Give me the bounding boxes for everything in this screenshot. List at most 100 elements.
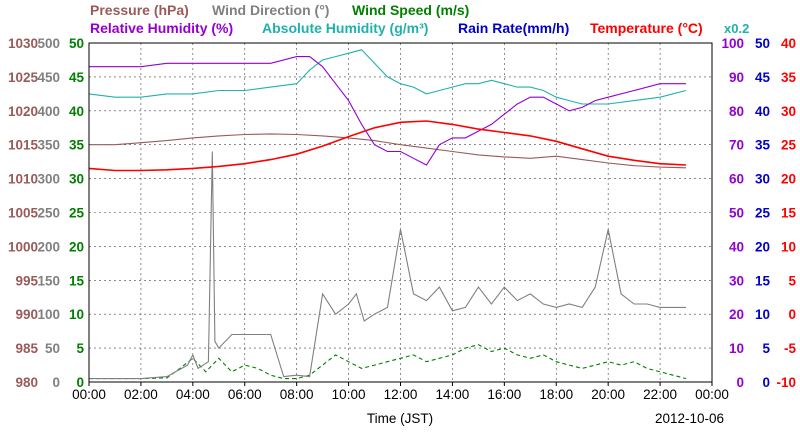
y-tick-label-wind-direction: 350 [37,138,60,153]
y-tick-label-wind-speed: 5 [76,341,84,356]
grid [89,43,712,382]
x-tick-label: 16:00 [487,387,521,402]
x-axis: 00:00 02:00 04:00 06:00 08:00 10:00 12:00 14:00… [72,382,729,402]
legend: Pressure (hPa) Wind Direction (°) Wind S… [90,2,749,36]
x-tick-label: 02:00 [124,387,158,402]
series-line-absolute-humidity-g-m [88,49,687,105]
legend-relative-humidity: Relative Humidity (%) [90,20,233,36]
y-tick-label-temperature: 5 [788,273,796,288]
y-tick-label-rain-rate: 15 [755,273,771,288]
y-tick-label-rain-rate: 0 [762,375,770,390]
x-axis-label: Time (JST) [367,411,433,426]
series-line-relative-humidity [89,56,686,166]
y-axes: 9809859909951000100510101015102010251030… [8,36,797,390]
y-tick-label-humidity: 90 [729,70,744,85]
y-tick-label-pressure: 1010 [8,172,38,187]
y-tick-label-wind-direction: 500 [37,36,60,51]
y-tick-label-rain-rate: 5 [762,341,770,356]
y-tick-label-wind-direction: 100 [37,307,60,322]
y-tick-label-temperature: 35 [781,70,797,85]
y-tick-label-wind-direction: 400 [37,104,60,119]
y-tick-label-wind-direction: 50 [45,341,60,356]
y-tick-label-humidity: 100 [721,36,744,51]
y-tick-label-temperature: -10 [776,375,796,390]
y-tick-label-pressure: 1025 [8,70,39,85]
y-tick-label-pressure: 1005 [8,206,39,221]
x-tick-label: 00:00 [72,387,106,402]
y-tick-label-wind-direction: 250 [37,206,60,221]
y-tick-label-wind-speed: 15 [69,273,85,288]
y-tick-label-humidity: 30 [729,273,744,288]
x-tick-label: 12:00 [384,387,418,402]
y-tick-label-humidity: 80 [729,104,744,119]
legend-temperature: Temperature (°C) [590,20,703,36]
y-tick-label-rain-rate: 45 [755,70,771,85]
y-tick-label-pressure: 990 [15,307,38,322]
y-tick-label-rain-rate: 35 [755,138,771,153]
series-line-wind-speed-m-s [89,344,687,380]
y-tick-label-humidity: 70 [729,138,744,153]
x-tick-label: 14:00 [436,387,470,402]
x-tick-label: 22:00 [643,387,677,402]
legend-pressure: Pressure (hPa) [90,2,189,18]
y-tick-label-wind-direction: 150 [37,273,60,288]
y-tick-label-humidity: 20 [729,307,744,322]
y-tick-label-wind-speed: 10 [69,307,84,322]
y-tick-label-rain-rate: 10 [755,307,770,322]
x-tick-label: 18:00 [539,387,573,402]
y-tick-label-temperature: 25 [781,138,797,153]
y-tick-label-wind-speed: 50 [69,36,84,51]
y-tick-label-rain-rate: 25 [755,206,771,221]
y-tick-label-wind-speed: 0 [76,375,84,390]
legend-absolute-humidity: Absolute Humidity (g/m³) [262,20,428,36]
y-tick-label-wind-speed: 35 [69,138,85,153]
y-tick-label-temperature: 40 [781,36,796,51]
y-tick-label-wind-speed: 40 [69,104,84,119]
series-line-pressure-hpa [89,133,687,169]
y-tick-label-wind-speed: 30 [69,172,84,187]
y-tick-label-pressure: 980 [15,375,38,390]
y-tick-label-rain-rate: 30 [755,172,770,187]
y-tick-label-wind-speed: 20 [69,239,84,254]
y-tick-label-pressure: 1020 [8,104,38,119]
y-tick-label-rain-rate: 50 [755,36,770,51]
y-tick-label-rain-rate: 20 [755,239,770,254]
y-tick-label-temperature: 0 [788,307,796,322]
y-tick-label-wind-direction: 300 [37,172,60,187]
y-tick-label-pressure: 1030 [8,36,38,51]
y-tick-label-temperature: 15 [781,206,797,221]
x-tick-label: 00:00 [695,387,729,402]
legend-rain-rate: Rain Rate(mm/h) [458,20,569,36]
y-tick-label-humidity: 10 [729,341,744,356]
y-tick-label-humidity: 50 [729,206,744,221]
series-layer [88,49,687,383]
y-tick-label-rain-rate: 40 [755,104,770,119]
legend-scale-note: x0.2 [724,21,749,36]
y-tick-label-wind-speed: 45 [69,70,85,85]
y-tick-label-pressure: 1015 [8,138,39,153]
y-tick-label-temperature: 10 [781,239,796,254]
x-tick-label: 08:00 [280,387,314,402]
y-tick-label-wind-direction: 200 [37,239,60,254]
y-tick-label-temperature: 20 [781,172,796,187]
series-line-temperature-c [88,120,687,172]
y-tick-label-wind-speed: 25 [69,206,85,221]
legend-wind-direction: Wind Direction (°) [212,2,329,18]
y-tick-label-humidity: 60 [729,172,744,187]
y-tick-label-humidity: 40 [729,239,744,254]
y-tick-label-pressure: 985 [15,341,38,356]
date-label: 2012-10-06 [655,411,724,426]
y-tick-label-humidity: 0 [736,375,744,390]
x-tick-label: 06:00 [228,387,262,402]
y-tick-label-temperature: 30 [781,104,796,119]
y-tick-label-pressure: 995 [15,273,38,288]
legend-wind-speed: Wind Speed (m/s) [352,2,469,18]
y-tick-label-wind-direction: 0 [52,375,60,390]
x-tick-label: 10:00 [332,387,366,402]
y-tick-label-wind-direction: 450 [37,70,60,85]
x-tick-label: 20:00 [591,387,625,402]
y-tick-label-pressure: 1000 [8,239,38,254]
series-line-wind-direction [89,151,686,380]
y-tick-label-temperature: -5 [784,341,796,356]
